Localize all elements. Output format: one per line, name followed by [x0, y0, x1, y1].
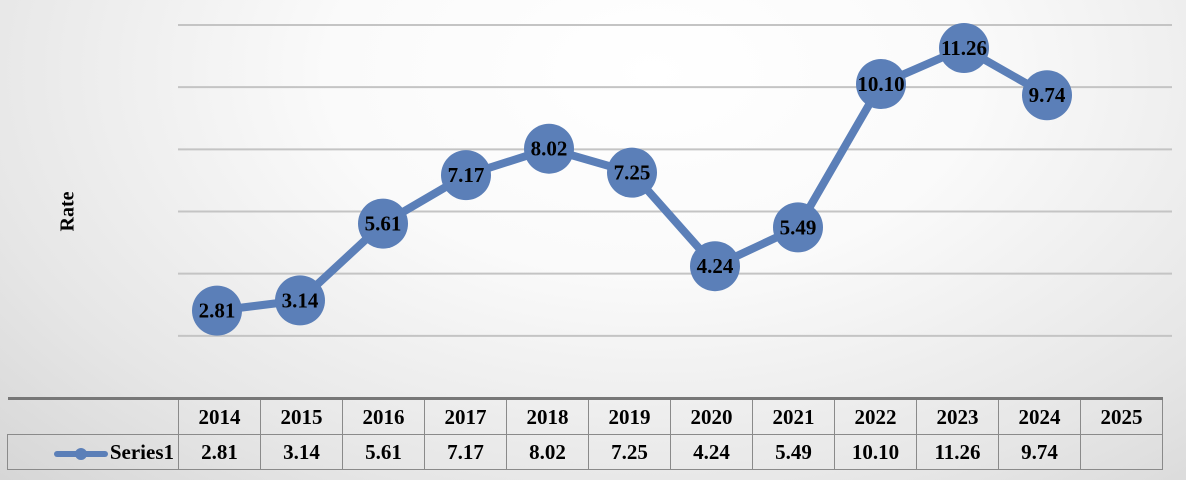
data-label: 7.17	[448, 163, 485, 187]
data-table-value: 9.74	[998, 434, 1081, 470]
data-point	[856, 59, 906, 110]
data-label: 11.26	[941, 36, 987, 60]
data-label: 4.24	[697, 254, 734, 278]
data-label: 3.14	[282, 288, 319, 312]
data-label: 2.81	[199, 299, 236, 323]
category-label: 2022	[834, 397, 917, 435]
y-axis-label: Rate	[56, 191, 79, 232]
data-label: 5.61	[365, 212, 402, 236]
data-table-value	[1080, 434, 1163, 470]
data-table: 2014 2015 2016 2017 2018 2019 2020 2021 2022 2023…	[7, 397, 1163, 470]
data-table-value: 10.10	[834, 434, 917, 470]
category-label: 2023	[916, 397, 999, 435]
data-point	[441, 150, 491, 201]
category-label: 2024	[998, 397, 1081, 435]
category-label: 2015	[260, 397, 343, 435]
data-point	[1022, 70, 1072, 121]
data-table-value: 5.49	[752, 434, 835, 470]
legend-label: Series1	[109, 439, 174, 464]
data-label: 7.25	[614, 161, 651, 185]
data-point	[524, 123, 574, 174]
data-point	[358, 198, 408, 249]
data-table-corner	[7, 397, 179, 435]
category-label: 2017	[424, 397, 507, 435]
category-label: 2016	[342, 397, 425, 435]
data-table-value: 5.61	[342, 434, 425, 470]
category-label: 2014	[178, 397, 261, 435]
data-label: 8.02	[531, 137, 568, 161]
legend-entry: Series1	[7, 434, 179, 470]
data-point	[773, 202, 823, 253]
category-label: 2018	[506, 397, 589, 435]
data-point	[192, 285, 242, 336]
data-point	[690, 241, 740, 292]
data-table-value: 3.14	[260, 434, 343, 470]
legend-line-marker-icon	[53, 447, 108, 460]
category-label: 2020	[670, 397, 753, 435]
data-point	[607, 147, 657, 198]
data-point	[275, 275, 325, 326]
data-table-value: 4.24	[670, 434, 753, 470]
category-label: 2021	[752, 397, 835, 435]
data-point	[939, 23, 989, 74]
data-label: 10.10	[857, 72, 904, 96]
data-table-value: 7.25	[588, 434, 671, 470]
data-label: 5.49	[780, 215, 817, 239]
data-table-header-row: 2014 2015 2016 2017 2018 2019 2020 2021 2022 2023…	[7, 397, 1163, 435]
data-label: 9.74	[1029, 83, 1066, 107]
category-label: 2025	[1080, 397, 1163, 435]
line-chart: 2.81 3.14 5.61 7.17 8.02 7.25 4.24 5.49 10.10 11.…	[178, 23, 1172, 337]
data-table-value: 11.26	[916, 434, 999, 470]
category-label: 2019	[588, 397, 671, 435]
data-table-series-row: Series1 2.81 3.14 5.61 7.17 8.02 7.25 4.24 5.49…	[7, 434, 1163, 470]
data-table-value: 8.02	[506, 434, 589, 470]
data-table-value: 2.81	[178, 434, 261, 470]
data-table-value: 7.17	[424, 434, 507, 470]
